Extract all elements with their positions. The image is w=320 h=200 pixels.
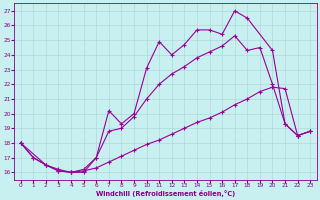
X-axis label: Windchill (Refroidissement éolien,°C): Windchill (Refroidissement éolien,°C) bbox=[96, 190, 235, 197]
